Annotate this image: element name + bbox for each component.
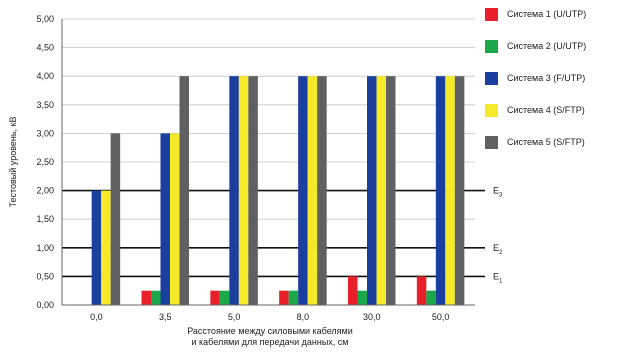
bar (229, 76, 239, 305)
legend-item: Система 3 (F/UTP) (485, 70, 619, 86)
x-axis-title-line-2: и кабелями для передачи данных, см (191, 337, 349, 347)
reference-level-subscript: 3 (499, 193, 503, 199)
x-tick-label: 0,0 (90, 312, 103, 322)
y-tick-label: 2,50 (36, 157, 54, 167)
bar (179, 76, 189, 305)
reference-lines (62, 189, 485, 278)
bar (426, 290, 436, 305)
y-tick-label: 3,00 (36, 128, 54, 138)
legend-label: Система 4 (S/FTP) (507, 105, 585, 115)
bar (141, 290, 151, 305)
legend: Система 1 (U/UTP) Система 2 (U/UTP) Систем… (485, 6, 619, 166)
legend-swatch (485, 72, 498, 85)
y-tick-label: 1,50 (36, 214, 54, 224)
legend-label: Система 1 (U/UTP) (507, 9, 587, 19)
bar (101, 190, 111, 305)
legend-label: Система 3 (F/UTP) (507, 73, 586, 83)
bar (445, 76, 455, 305)
x-axis-title: Расстояние между силовыми кабелями и каб… (150, 326, 390, 348)
legend-item: Система 4 (S/FTP) (485, 102, 619, 118)
y-tick-label: 1,00 (36, 243, 54, 253)
bar (317, 76, 327, 305)
bar (279, 290, 289, 305)
bar (454, 76, 465, 305)
y-tick-label: 2,00 (36, 186, 54, 196)
x-tick-labels: 0,0 3,5 5,0 8,0 30,0 50,0 (90, 312, 449, 322)
bar (288, 290, 299, 305)
bar (416, 276, 427, 305)
y-tick-label: 4,50 (36, 43, 54, 53)
y-tick-label: 3,50 (36, 100, 54, 110)
bars (91, 76, 465, 305)
y-tick-label: 0,50 (36, 271, 54, 281)
bar (210, 290, 220, 305)
bar (110, 133, 121, 305)
bar (160, 133, 170, 305)
x-tick-label: 30,0 (363, 312, 381, 322)
reference-level-label: E3 (493, 186, 503, 199)
bar (170, 133, 180, 305)
y-tick-label: 0,00 (36, 300, 54, 310)
bar (219, 290, 230, 305)
y-tick-label: 4,00 (36, 71, 54, 81)
legend-item: Система 2 (U/UTP) (485, 38, 619, 54)
bar (91, 190, 102, 305)
bar (357, 290, 367, 305)
legend-swatch (485, 40, 498, 53)
reference-level-label: E1 (493, 271, 503, 284)
reference-level-subscript: 2 (499, 250, 503, 256)
bar (307, 76, 318, 305)
legend-swatch (485, 136, 498, 149)
x-axis-title-line-1: Расстояние между силовыми кабелями (187, 326, 353, 336)
legend-swatch (485, 8, 498, 21)
x-tick-label: 3,5 (159, 312, 172, 322)
bar (348, 276, 358, 305)
axes (61, 19, 475, 306)
legend-label: Система 2 (U/UTP) (507, 41, 587, 51)
bar (298, 76, 308, 305)
bar (376, 76, 386, 305)
reference-level-label: E2 (493, 243, 503, 256)
bar (151, 290, 161, 305)
legend-item: Система 1 (U/UTP) (485, 6, 619, 22)
y-tick-labels: 0,00 0,50 1,00 1,50 2,00 2,50 3,00 3,50 4,00 4,50… (36, 14, 54, 310)
reference-level-subscript: 1 (499, 278, 503, 284)
legend-label: Система 5 (S/FTP) (507, 137, 585, 147)
bar (248, 76, 258, 305)
y-axis-title: Тестовый уровень, кВ (8, 117, 18, 208)
x-tick-label: 8,0 (297, 312, 310, 322)
grid-lines (62, 18, 475, 277)
x-tick-label: 5,0 (228, 312, 241, 322)
reference-level-labels: E1 E2 E3 (493, 186, 503, 285)
bar (435, 76, 446, 305)
x-tick-label: 50,0 (432, 312, 450, 322)
bar (238, 76, 249, 305)
legend-swatch (485, 104, 498, 117)
legend-item: Система 5 (S/FTP) (485, 134, 619, 150)
bar (386, 76, 396, 305)
bar (367, 76, 377, 305)
y-tick-label: 5,00 (36, 14, 54, 24)
